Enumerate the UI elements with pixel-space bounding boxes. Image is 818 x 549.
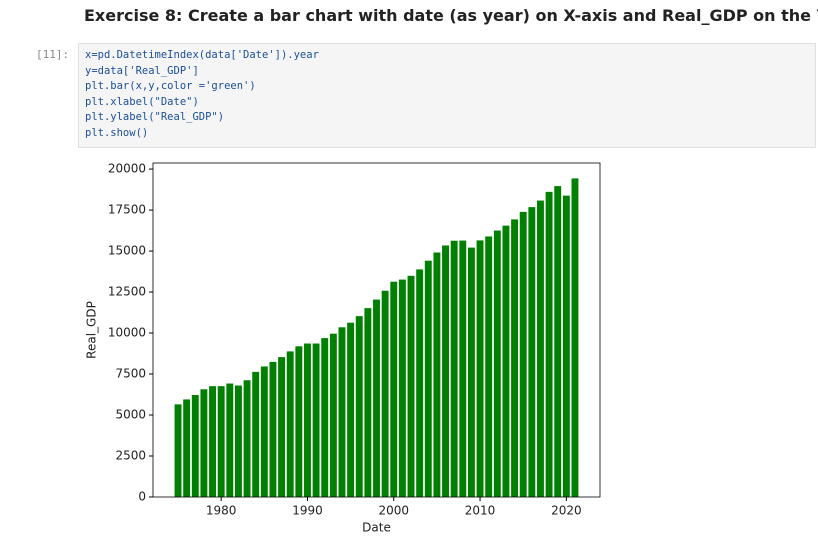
bar (355, 316, 363, 497)
bar (424, 260, 432, 497)
bar (347, 322, 355, 497)
bar (321, 338, 329, 497)
bar (407, 275, 415, 497)
bar (295, 346, 303, 497)
bar (234, 385, 242, 497)
y-tick-label: 12500 (108, 285, 146, 299)
bar (312, 343, 320, 497)
heading: Exercise 8: Create a bar chart with date… (84, 6, 818, 25)
bar (278, 357, 286, 497)
bar (209, 386, 216, 497)
bar (226, 383, 234, 497)
code-line: x=pd.DatetimeIndex(data['Date']).year (85, 49, 319, 61)
bar (286, 351, 294, 497)
bar (252, 371, 260, 497)
bar (183, 399, 191, 497)
bar (485, 236, 493, 498)
y-tick-label: 7500 (115, 367, 146, 381)
bar (493, 230, 501, 497)
cell-prompt: [11]: (36, 48, 70, 61)
bar (459, 240, 467, 497)
bar (442, 245, 449, 497)
bar (545, 191, 553, 497)
bar (416, 269, 424, 497)
bar (373, 299, 380, 497)
y-tick-label: 15000 (108, 244, 146, 258)
y-tick-label: 0 (138, 490, 146, 504)
code-line: plt.bar(x,y,color ='green') (85, 80, 256, 93)
y-tick-label: 10000 (108, 326, 146, 340)
bar (390, 281, 398, 497)
code-line: plt.ylabel("Real_GDP") (85, 111, 225, 124)
bar (269, 361, 277, 497)
x-axis-label: Date (362, 521, 391, 535)
code-cell[interactable]: x=pd.DatetimeIndex(data['Date']).year y=d… (78, 43, 816, 148)
y-tick-label: 2500 (115, 449, 146, 463)
code-line: plt.xlabel("Date") (85, 95, 199, 108)
bar (260, 366, 268, 497)
x-tick-label: 1990 (292, 504, 323, 518)
bar (433, 252, 441, 497)
y-tick-label: 5000 (115, 408, 146, 422)
chart: 0 2500 5000 7500 10000 12500 15000 17500 20000 19… (85, 162, 601, 535)
bar (174, 404, 182, 497)
x-tick-label: 1980 (206, 504, 237, 518)
y-tick-label: 17500 (108, 203, 146, 217)
bar (398, 279, 406, 497)
y-tick-label: 20000 (108, 162, 146, 176)
bar (191, 395, 199, 497)
bar (381, 290, 389, 497)
bar (519, 211, 527, 497)
x-tick-label: 2000 (378, 504, 409, 518)
code-line: y=data['Real_GDP'] (85, 64, 199, 77)
bar (554, 186, 562, 497)
plot-frame (152, 162, 601, 498)
bar (450, 240, 458, 497)
bar (200, 389, 208, 497)
bar (243, 380, 251, 497)
bar (502, 225, 510, 497)
bar (562, 195, 570, 497)
bar (571, 178, 579, 498)
bar (511, 219, 519, 497)
bar (329, 333, 337, 497)
bar (304, 343, 311, 497)
bar (528, 207, 536, 497)
bar (217, 386, 225, 497)
bar (537, 200, 544, 498)
bar (467, 247, 475, 497)
x-tick-label: 2010 (465, 504, 496, 518)
x-tick-label: 2020 (551, 504, 582, 518)
y-axis-label: Real_GDP (85, 301, 99, 359)
code-line: plt.show() (85, 126, 149, 139)
bar (338, 327, 346, 497)
bar (476, 240, 484, 497)
bar (364, 308, 372, 497)
